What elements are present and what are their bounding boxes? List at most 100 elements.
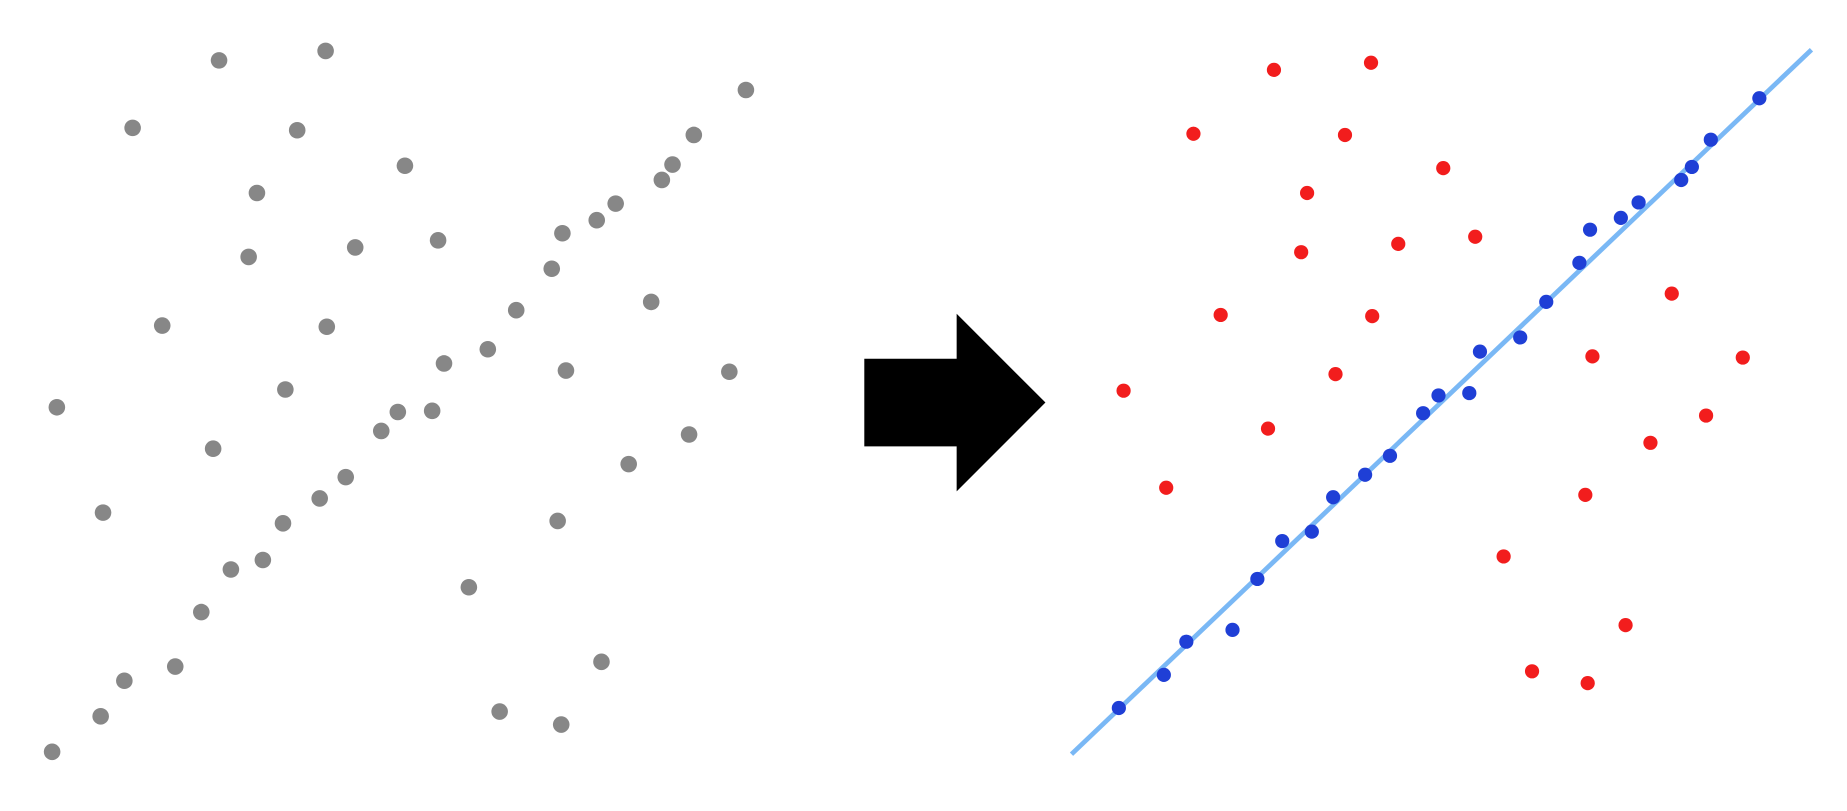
point: [124, 119, 141, 137]
point: [721, 363, 738, 381]
point: [588, 211, 606, 229]
point: [642, 293, 660, 311]
inlier-point: [1572, 255, 1587, 270]
point: [204, 440, 222, 458]
point: [210, 52, 228, 69]
fit-line: [1069, 48, 1814, 756]
point: [274, 515, 292, 532]
inlier-point: [1275, 533, 1290, 549]
point: [429, 232, 447, 249]
point: [507, 301, 525, 319]
outlier-point: [1496, 549, 1511, 564]
outlier-point: [1299, 185, 1315, 201]
point: [737, 81, 755, 99]
point: [460, 578, 478, 596]
classified-points: [1111, 55, 1767, 716]
point: [288, 121, 306, 139]
inlier-point: [1225, 622, 1240, 637]
point: [317, 42, 334, 60]
inlier-point: [1752, 91, 1767, 106]
point: [396, 157, 414, 175]
point: [549, 512, 566, 530]
point: [372, 422, 390, 440]
outlier-point: [1266, 62, 1282, 77]
inlier-point: [1326, 490, 1341, 505]
point: [166, 658, 184, 675]
outlier-point: [1580, 676, 1595, 691]
point: [277, 381, 294, 398]
point: [685, 126, 703, 144]
inlier-point: [1431, 388, 1446, 403]
inlier-point: [1674, 172, 1689, 188]
outlier-point: [1365, 309, 1380, 324]
inlier-point: [1304, 524, 1319, 539]
point: [557, 362, 575, 379]
outlier-point: [1116, 383, 1131, 398]
outlier-point: [1618, 618, 1633, 633]
point: [94, 504, 112, 521]
inlier-point: [1631, 195, 1646, 210]
inlier-point: [1684, 159, 1699, 175]
point: [552, 716, 570, 733]
outlier-point: [1578, 487, 1593, 502]
point: [593, 653, 610, 671]
inlier-point: [1462, 385, 1477, 401]
outlier-point: [1698, 408, 1714, 423]
point: [607, 195, 624, 212]
outlier-point: [1735, 350, 1750, 365]
point: [491, 703, 508, 720]
inlier-point: [1111, 700, 1126, 716]
inlier-point: [1539, 294, 1554, 310]
inlier-point: [1416, 406, 1431, 421]
point: [680, 426, 698, 443]
point: [48, 398, 66, 416]
inlier-point: [1156, 667, 1171, 682]
inlier-point: [1582, 222, 1598, 237]
outlier-point: [1643, 435, 1658, 450]
point: [653, 171, 671, 189]
point: [423, 402, 441, 420]
inlier-point: [1472, 344, 1488, 359]
outlier-point: [1337, 127, 1353, 143]
point: [389, 403, 407, 421]
point: [337, 468, 355, 486]
inlier-point: [1179, 634, 1194, 649]
outlier-point: [1664, 286, 1679, 301]
outlier-point: [1436, 161, 1451, 176]
raw-points: [43, 42, 755, 761]
outlier-point: [1363, 55, 1379, 70]
point: [193, 603, 210, 621]
outlier-point: [1213, 307, 1228, 323]
point: [346, 239, 364, 256]
point: [240, 248, 257, 266]
point: [318, 318, 336, 336]
outlier-point: [1524, 664, 1540, 679]
outlier-point: [1468, 229, 1483, 244]
point: [43, 743, 61, 761]
outlier-point: [1328, 367, 1343, 382]
point: [311, 490, 328, 507]
point: [620, 455, 637, 473]
outlier-point: [1159, 480, 1174, 495]
point: [543, 260, 561, 278]
point: [92, 707, 109, 725]
point: [222, 561, 240, 578]
outlier-point: [1585, 349, 1600, 364]
point: [554, 224, 571, 242]
arrow: [864, 313, 1046, 492]
inlier-point: [1613, 210, 1628, 225]
outlier-point: [1260, 421, 1276, 436]
inlier-point: [1358, 467, 1373, 482]
point: [479, 340, 497, 358]
inlier-point: [1382, 448, 1398, 463]
point: [664, 156, 681, 173]
outlier-point: [1186, 126, 1201, 141]
point: [254, 551, 272, 569]
outlier-point: [1391, 236, 1406, 251]
outlier-point: [1294, 245, 1309, 260]
inlier-point: [1513, 330, 1528, 345]
inlier-point: [1250, 571, 1265, 587]
point: [248, 184, 266, 202]
